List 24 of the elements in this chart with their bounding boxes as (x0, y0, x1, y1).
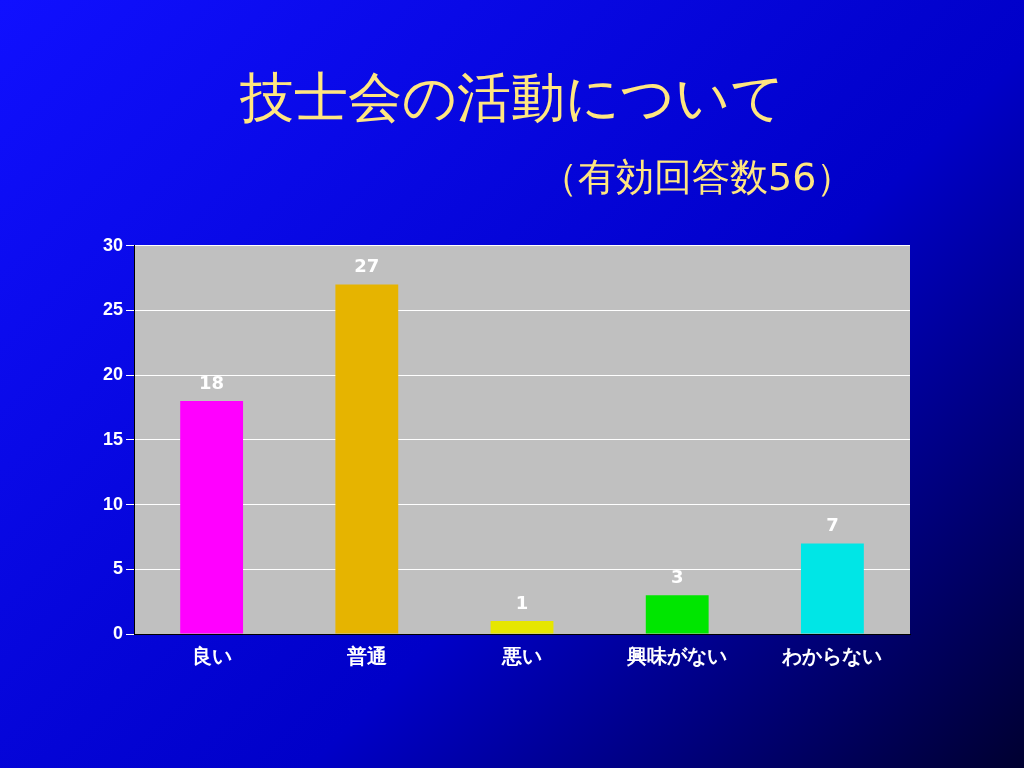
x-tick-label: 良い (191, 644, 232, 667)
y-tick-label: 20 (102, 364, 124, 385)
bar (335, 284, 399, 634)
bar (645, 595, 709, 634)
y-tick-label: 0 (113, 622, 124, 643)
data-label: 7 (826, 514, 839, 536)
y-tick-label: 10 (102, 493, 124, 514)
chart-title: 技士会の活動について (238, 65, 786, 131)
x-tick-label: わからない (781, 644, 883, 667)
chart-subtitle: （有効回答数56） (540, 154, 855, 201)
bar (180, 401, 244, 634)
data-label: 18 (199, 371, 225, 393)
x-tick-label: 悪い (501, 644, 543, 667)
y-tick-label: 5 (113, 558, 124, 579)
data-label: 3 (670, 565, 684, 587)
bar (490, 621, 554, 634)
y-tick-label: 30 (102, 234, 124, 255)
data-label: 27 (354, 255, 380, 277)
y-tick-label: 15 (102, 428, 124, 449)
bar (800, 543, 864, 634)
x-tick-label: 興味がない (626, 644, 728, 667)
data-label: 1 (515, 591, 529, 613)
x-tick-label: 普通 (345, 644, 387, 667)
y-tick-label: 25 (102, 299, 124, 320)
